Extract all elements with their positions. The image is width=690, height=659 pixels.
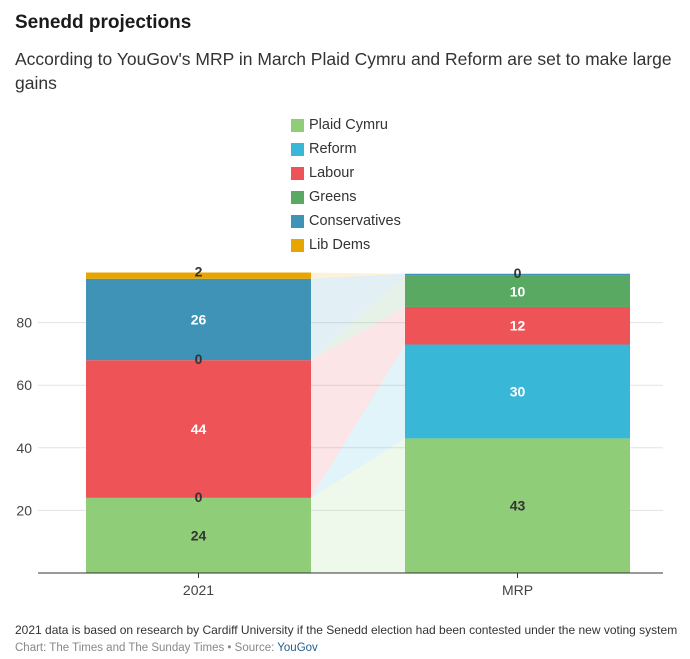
y-tick-label: 40: [16, 440, 32, 456]
data-label: 0: [195, 489, 203, 505]
legend-label: Reform: [309, 141, 357, 157]
y-tick-label: 20: [16, 502, 32, 518]
bar-mrp-greens: [405, 275, 630, 307]
legend-label: Conservatives: [309, 213, 401, 229]
credit-prefix: Chart: The Times and The Sunday Times • …: [15, 642, 278, 654]
x-tick-label: MRP: [502, 582, 533, 598]
data-label: 2: [195, 264, 203, 280]
legend-item-plaid-cymru: Plaid Cymru: [291, 113, 401, 137]
source-link[interactable]: YouGov: [277, 642, 318, 654]
stacked-bar-chart: 20 40 60 80 24 0 44 0 26 2 43 30 12 10 0 2021 MRP: [16, 264, 663, 598]
chart-credit: Chart: The Times and The Sunday Times • …: [15, 642, 318, 654]
chart-legend: Plaid Cymru Reform Labour Greens Conservativ…: [291, 113, 401, 257]
chart-title: Senedd projections: [15, 12, 192, 33]
legend-label: Plaid Cymru: [309, 117, 388, 133]
data-label: 0: [195, 351, 203, 367]
flow-labour: [311, 306, 405, 498]
bar-2021-lib-dems: [86, 272, 311, 279]
flow-lib-dems: [311, 272, 405, 279]
legend-item-lib-dems: Lib Dems: [291, 233, 401, 257]
legend-swatch: [291, 238, 304, 252]
legend-item-greens: Greens: [291, 185, 401, 209]
bar-mrp-conservatives: [405, 273, 630, 276]
chart-subtitle: According to YouGov's MRP in March Plaid…: [15, 49, 672, 93]
data-label: 0: [514, 265, 522, 281]
bar-2021-conservatives: [86, 278, 311, 361]
legend-item-reform: Reform: [291, 137, 401, 161]
legend-swatch: [291, 214, 304, 228]
data-label: 12: [510, 318, 526, 334]
flow-plaid-cymru: [311, 438, 405, 573]
legend-label: Lib Dems: [309, 237, 371, 253]
legend-item-conservatives: Conservatives: [291, 209, 401, 233]
y-tick-label: 60: [16, 377, 32, 393]
bar-mrp-reform: [405, 344, 630, 439]
flow-reform: [311, 344, 405, 498]
bar-mrp-labour: [405, 306, 630, 345]
legend-swatch: [291, 190, 304, 204]
data-label: 43: [510, 498, 526, 514]
flow-conservatives: [311, 273, 405, 361]
legend-swatch: [291, 142, 304, 156]
data-label: 44: [191, 421, 207, 437]
legend-swatch: [291, 166, 304, 180]
bar-2021-plaid-cymru: [86, 497, 311, 573]
legend-label: Greens: [309, 189, 357, 205]
legend-item-labour: Labour: [291, 161, 401, 185]
data-label: 30: [510, 383, 526, 399]
legend-label: Labour: [309, 165, 355, 181]
flow-greens: [311, 275, 405, 361]
x-tick-label: 2021: [183, 582, 214, 598]
legend-swatch: [291, 118, 304, 132]
chart-footnote: 2021 data is based on research by Cardif…: [15, 623, 678, 637]
bar-2021-labour: [86, 360, 311, 498]
data-label: 10: [510, 283, 526, 299]
data-label: 26: [191, 311, 207, 327]
bar-mrp-plaid-cymru: [405, 438, 630, 573]
y-tick-label: 80: [16, 315, 32, 331]
data-label: 24: [191, 527, 207, 543]
